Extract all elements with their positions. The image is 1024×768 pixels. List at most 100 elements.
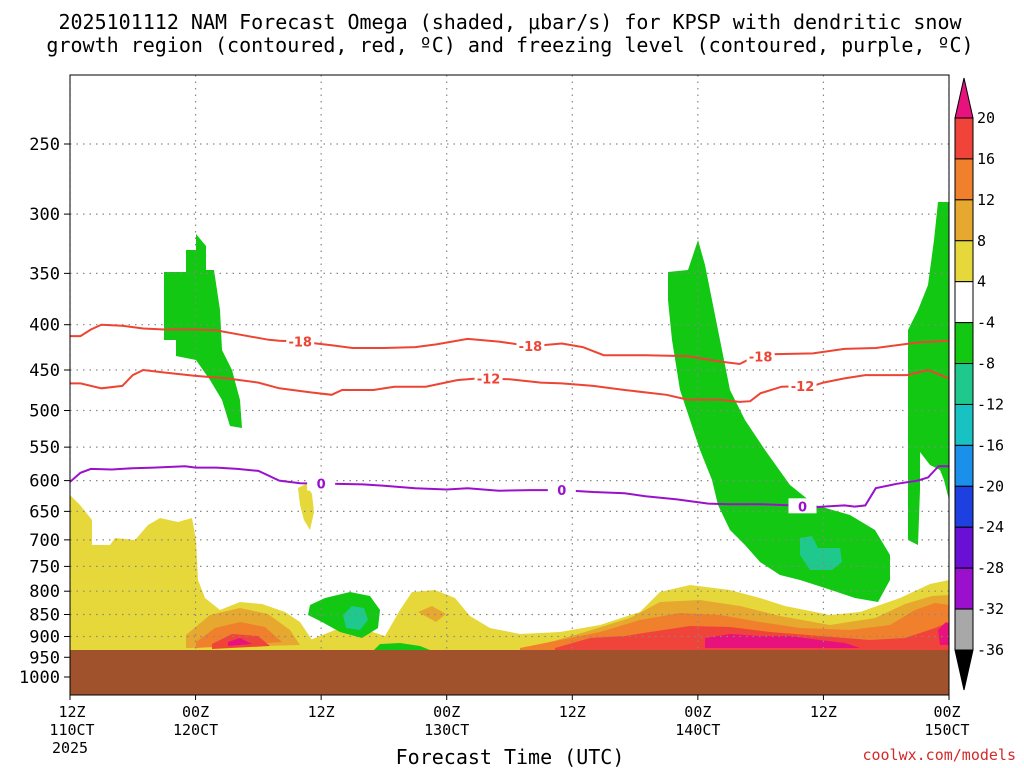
chart-title-line2: growth region (contoured, red, ºC) and f…: [46, 33, 973, 57]
contour-label-bg: [516, 338, 545, 354]
colorbar-tick-label: -36: [977, 641, 1004, 659]
y-tick-label: 850: [29, 606, 60, 626]
y-tick-label: 650: [29, 502, 60, 522]
colorbar-tick-label: -12: [977, 395, 1004, 413]
omega-gold-region-2: [418, 606, 446, 622]
x-tick-label-time: 12Z: [559, 703, 586, 721]
x-tick-label-year: 2025: [52, 739, 88, 757]
colorbar-tick-label: -4: [977, 314, 995, 332]
omega-yellow-small: [298, 484, 314, 530]
omega-magenta-region-2: [705, 634, 860, 648]
x-tick-label-time: 12Z: [308, 703, 335, 721]
colorbar-tick-label: -20: [977, 477, 1004, 495]
contour-label-dgz-minus12-1: -12: [791, 380, 815, 395]
y-tick-label: 900: [29, 627, 60, 647]
colorbar-band: [954, 608, 974, 651]
x-tick-label-date: 150CT: [924, 721, 969, 739]
chart-title-line1: 2025101112 NAM Forecast Omega (shaded, μ…: [58, 10, 962, 34]
contour-label-freezing-0-1: 0: [557, 484, 566, 499]
colorbar-band: [954, 567, 974, 610]
y-tick-label: 400: [29, 316, 60, 336]
contour-label-freezing-0-2: 0: [798, 500, 807, 515]
contour-label-dgz-minus12-0: -12: [477, 373, 501, 388]
omega-green-region-3: [374, 643, 430, 650]
colorbar-tick-label: -8: [977, 355, 995, 373]
omega-yellow-region-2: [70, 560, 200, 650]
contour-label-bg: [547, 482, 576, 498]
colorbar-tick-label: -24: [977, 518, 1004, 536]
y-tick-label: 750: [29, 557, 60, 577]
y-tick-label: 550: [29, 438, 60, 458]
colorbar-tick-label: -28: [977, 559, 1004, 577]
colorbar-band: [954, 240, 974, 283]
colorbar-band: [954, 485, 974, 528]
x-tick-label-time: 00Z: [684, 703, 711, 721]
colorbar-band: [954, 363, 974, 405]
contour-label-dgz-minus18-1: -18: [519, 340, 543, 355]
colorbar-bottom-arrow: [954, 649, 974, 691]
x-tick-label-time: 00Z: [933, 703, 960, 721]
x-tick-label-time: 12Z: [810, 703, 837, 721]
y-axis: 2503003504004505005506006507007508008509…: [19, 135, 70, 688]
y-tick-label: 800: [29, 582, 60, 602]
contour-label-bg: [788, 378, 817, 394]
y-tick-label: 500: [29, 402, 60, 422]
omega-green-region-4: [668, 240, 890, 602]
contour-label-bg: [307, 475, 336, 491]
omega-green-region-1: [164, 234, 242, 428]
contour-label-bg: [746, 348, 775, 364]
x-axis-label: Forecast Time (UTC): [396, 745, 625, 768]
omega-green-region-5: [908, 202, 949, 545]
colorbar-tick-label: 12: [977, 191, 995, 209]
x-tick-label-date: 120CT: [173, 721, 218, 739]
y-tick-label: 250: [29, 135, 60, 155]
contour-label-bg: [286, 333, 315, 349]
colorbar-band: [954, 158, 974, 201]
colorbar-tick-label: 4: [977, 273, 986, 291]
x-tick-label-date: 110CT: [49, 721, 94, 739]
x-tick-label-date: 130CT: [424, 721, 469, 739]
x-tick-label-time: 00Z: [433, 703, 460, 721]
colorbar-band: [954, 117, 974, 160]
x-tick-label-date: 140CT: [675, 721, 720, 739]
y-tick-label: 950: [29, 648, 60, 668]
x-tick-label-time: 12Z: [58, 703, 85, 721]
contour-label-freezing-0-0: 0: [317, 478, 326, 493]
y-tick-label: 350: [29, 264, 60, 284]
colorbar-top-arrow: [954, 77, 974, 119]
x-tick-label-time: 00Z: [182, 703, 209, 721]
omega-magenta-region-3: [938, 622, 949, 645]
colorbar-tick-label: -16: [977, 436, 1004, 454]
omega-teal-core-1: [343, 606, 368, 630]
omega-teal-core-2: [800, 536, 842, 570]
omega-shading-subsidence: [70, 484, 949, 652]
credit-text: coolwx.com/models: [862, 746, 1016, 764]
y-tick-label: 300: [29, 205, 60, 225]
colorbar-tick-label: 8: [977, 232, 986, 250]
colorbar-tick-label: 20: [977, 109, 995, 127]
ground-surface: [70, 650, 949, 695]
contour-label-dgz-minus18-0: -18: [288, 336, 312, 351]
y-tick-label: 700: [29, 531, 60, 551]
plot-frame: [69, 74, 950, 696]
contour-label-dgz-minus18-2: -18: [749, 351, 773, 366]
colorbar-band: [954, 322, 974, 365]
colorbar-band: [954, 526, 974, 569]
y-tick-label: 1000: [19, 668, 60, 688]
contour-label-bg: [474, 370, 503, 386]
colorbar-band: [954, 199, 974, 242]
contour-label-bg: [788, 498, 817, 514]
contour-line-freezing-0: [70, 465, 949, 509]
y-tick-label: 450: [29, 361, 60, 381]
colorbar-band: [954, 403, 974, 446]
colorbar-tick-label: 16: [977, 150, 995, 168]
colorbar-tick-label: -32: [977, 600, 1004, 618]
contour-lines: -18 -18 -18 -12 -12 0 0 0: [70, 323, 949, 515]
y-tick-label: 600: [29, 472, 60, 492]
colorbar: 20 16 12 8 4 -4 -8 -12 -16 -20 -24 -28 -32 -36: [954, 77, 1004, 691]
omega-magenta-region: [228, 638, 252, 646]
colorbar-band: [954, 281, 974, 324]
colorbar-band: [954, 444, 974, 487]
